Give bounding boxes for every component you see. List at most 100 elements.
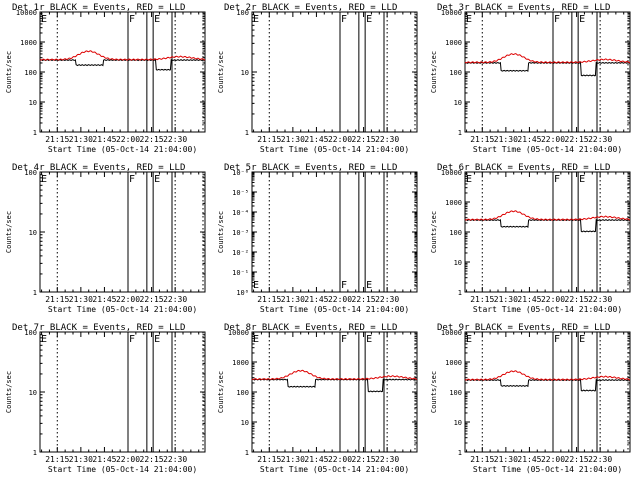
plot-det7r: Det 7r BLACK = Events, RED = LLD 1 10 100 Co… [5, 323, 206, 474]
flag-label-f: F [554, 14, 560, 25]
plot-det2r: Det 2r BLACK = Events, RED = LLD 1 10 100 Co… [217, 3, 418, 154]
flag-label-e: E [366, 280, 372, 291]
y-tick-label: 10 [241, 69, 249, 77]
x-tick-label: 21:15 [470, 295, 494, 304]
x-tick-label: 22:15 [565, 455, 589, 464]
x-tick-label: 22:00 [328, 295, 352, 304]
flag-label-e: E [366, 334, 372, 345]
x-tick-label: 21:30 [281, 135, 305, 144]
y-axis-label: Counts/sec [5, 51, 13, 93]
flag-label-f: F [341, 334, 347, 345]
plot-frame [251, 11, 418, 133]
y-axis-label: Counts/sec [430, 371, 438, 413]
x-tick-label: 21:30 [494, 455, 518, 464]
flag-label-f: F [341, 280, 347, 291]
y-axis-label: Counts/sec [5, 371, 13, 413]
flag-label-e: E [466, 334, 472, 345]
x-tick-label: 22:15 [352, 455, 376, 464]
x-axis-label: Start Time (05-Oct-14 21:04:00) [260, 305, 409, 314]
x-tick-label: 22:30 [375, 135, 399, 144]
x-tick-label: 21:30 [69, 295, 93, 304]
y-tick-label: 1000 [445, 39, 462, 47]
y-tick-label: 1000 [20, 39, 37, 47]
y-tick-label: 10000 [441, 169, 462, 177]
x-axis-label: Start Time (05-Oct-14 21:04:00) [473, 305, 622, 314]
plot-title: Det 6r BLACK = Events, RED = LLD [437, 163, 610, 173]
y-tick-label: 10 [454, 419, 462, 427]
flag-label-e: E [366, 14, 372, 25]
lld-series-line [464, 210, 631, 221]
y-tick-label: 1000 [445, 199, 462, 207]
y-tick-label: 10 [241, 419, 249, 427]
plot-det6r: Det 6r BLACK = Events, RED = LLD 1 10 100 10… [430, 163, 631, 314]
y-tick-label: 100 [24, 169, 37, 177]
x-axis-label: Start Time (05-Oct-14 21:04:00) [260, 465, 409, 474]
y-tick-label: 1000 [232, 359, 249, 367]
flag-label-e: E [466, 174, 472, 185]
lld-series-line [464, 370, 631, 381]
y-tick-label: 100 [24, 329, 37, 337]
x-axis-label: Start Time (05-Oct-14 21:04:00) [48, 145, 197, 154]
x-tick-label: 21:15 [45, 135, 69, 144]
y-tick-label: 10⁻¹ [232, 269, 249, 277]
plot-title: Det 8r BLACK = Events, RED = LLD [224, 323, 397, 333]
flag-label-e: E [41, 14, 47, 25]
y-tick-label: 100 [236, 9, 249, 17]
x-tick-label: 22:00 [116, 135, 140, 144]
y-tick-label: 100 [24, 69, 37, 77]
y-tick-label: 100 [236, 389, 249, 397]
x-tick-label: 21:30 [69, 135, 93, 144]
y-tick-label: 1 [245, 449, 249, 457]
x-tick-label: 22:30 [163, 135, 187, 144]
y-tick-label: 10⁻⁴ [232, 209, 249, 217]
plot-det9r: Det 9r BLACK = Events, RED = LLD 1 10 100 10… [430, 323, 631, 474]
y-tick-label: 10 [454, 259, 462, 267]
plot-title: Det 5r BLACK = Events, RED = LLD [224, 163, 397, 173]
plot-frame [464, 331, 631, 453]
x-tick-label: 22:15 [140, 295, 164, 304]
flag-label-f: F [129, 334, 135, 345]
lld-series-line [464, 53, 631, 64]
plot-frame [464, 11, 631, 133]
plot-det4r: Det 4r BLACK = Events, RED = LLD 1 10 100 Co… [5, 163, 206, 314]
plot-frame [39, 11, 206, 133]
x-tick-label: 21:30 [281, 455, 305, 464]
y-tick-label: 1 [33, 449, 37, 457]
x-axis-label: Start Time (05-Oct-14 21:04:00) [48, 465, 197, 474]
plot-frame [464, 171, 631, 293]
x-tick-label: 21:30 [281, 295, 305, 304]
x-tick-label: 22:30 [588, 135, 612, 144]
x-axis-label: Start Time (05-Oct-14 21:04:00) [260, 145, 409, 154]
lld-series-line [251, 369, 418, 381]
events-series-line [464, 61, 631, 77]
y-tick-label: 10000 [228, 329, 249, 337]
x-axis-label: Start Time (05-Oct-14 21:04:00) [473, 465, 622, 474]
y-axis-label: Counts/sec [217, 371, 225, 413]
plot-title: Det 7r BLACK = Events, RED = LLD [12, 323, 185, 333]
x-tick-label: 22:00 [328, 135, 352, 144]
x-tick-label: 22:30 [375, 455, 399, 464]
y-tick-label: 1 [458, 449, 462, 457]
x-tick-label: 21:45 [304, 455, 328, 464]
flag-label-f: F [554, 174, 560, 185]
x-tick-label: 22:30 [163, 455, 187, 464]
flag-label-e: E [253, 334, 259, 345]
plot-det3r: Det 3r BLACK = Events, RED = LLD 1 10 100 10… [430, 3, 631, 154]
y-tick-label: 1 [245, 129, 249, 137]
x-tick-label: 22:00 [328, 455, 352, 464]
x-tick-label: 21:15 [45, 295, 69, 304]
y-tick-label: 1 [458, 289, 462, 297]
x-tick-label: 21:15 [470, 455, 494, 464]
y-tick-label: 10⁻⁵ [232, 189, 249, 197]
plot-det8r: Det 8r BLACK = Events, RED = LLD 1 10 100 10… [217, 323, 418, 474]
y-tick-label: 10 [454, 99, 462, 107]
x-tick-label: 21:15 [45, 455, 69, 464]
x-tick-label: 21:30 [69, 455, 93, 464]
flag-label-e: E [253, 280, 259, 291]
y-tick-label: 10000 [441, 9, 462, 17]
x-tick-label: 21:45 [517, 455, 541, 464]
flag-label-e: E [579, 14, 585, 25]
plot-title: Det 1r BLACK = Events, RED = LLD [12, 3, 185, 13]
x-tick-label: 22:00 [116, 295, 140, 304]
